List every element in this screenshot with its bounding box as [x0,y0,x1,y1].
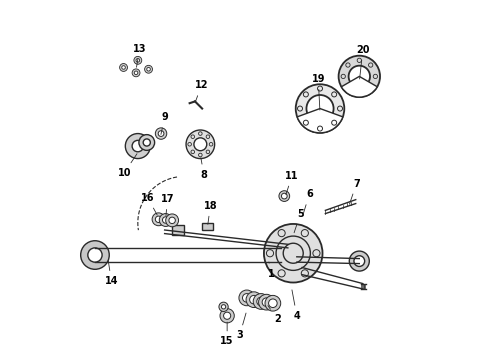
Circle shape [147,67,150,71]
Circle shape [136,59,140,62]
Circle shape [132,140,144,152]
Circle shape [348,66,370,87]
Circle shape [281,193,287,199]
Circle shape [246,292,262,307]
Circle shape [306,95,334,122]
Circle shape [81,241,109,269]
Circle shape [158,131,164,136]
Circle shape [249,296,258,304]
Circle shape [221,305,226,309]
Text: 4: 4 [292,290,300,321]
Wedge shape [342,76,377,97]
Text: 9: 9 [161,112,168,134]
Circle shape [194,138,207,151]
Circle shape [265,296,281,311]
Bar [202,223,213,230]
Text: 5: 5 [294,209,304,233]
Text: 12: 12 [195,80,208,102]
Text: 7: 7 [349,179,360,204]
Circle shape [220,309,234,323]
Text: 3: 3 [236,313,246,341]
Circle shape [122,66,125,69]
Circle shape [155,128,167,139]
Circle shape [163,217,169,223]
Circle shape [253,294,269,309]
Text: 1: 1 [269,262,275,279]
Circle shape [339,56,380,97]
Circle shape [354,256,365,266]
Wedge shape [297,109,343,133]
Circle shape [296,84,344,133]
Text: 11: 11 [285,171,299,194]
Text: 10: 10 [118,154,137,178]
Text: 20: 20 [356,45,369,79]
Circle shape [223,312,231,319]
Text: 13: 13 [133,44,147,67]
Text: 16: 16 [141,193,157,215]
Circle shape [155,216,162,222]
Circle shape [279,191,290,202]
Circle shape [262,298,270,306]
Circle shape [269,299,277,307]
Bar [172,225,184,235]
Circle shape [134,57,142,64]
Circle shape [143,139,150,146]
Circle shape [219,302,228,311]
Circle shape [257,297,266,306]
Circle shape [152,213,165,226]
Circle shape [132,69,140,77]
Text: 15: 15 [220,322,234,346]
Circle shape [166,214,178,227]
Circle shape [239,290,255,306]
Text: 19: 19 [312,74,325,110]
Circle shape [134,71,138,75]
Text: 18: 18 [203,201,217,224]
Circle shape [120,64,127,71]
Circle shape [125,134,150,158]
Circle shape [264,224,322,283]
Circle shape [145,65,152,73]
Circle shape [169,217,175,224]
Text: 17: 17 [161,194,174,216]
Text: 8: 8 [200,158,207,180]
Circle shape [259,294,274,310]
Circle shape [186,130,215,158]
Text: 14: 14 [105,261,118,286]
Text: 6: 6 [303,189,313,215]
Text: 2: 2 [268,306,281,324]
Circle shape [349,251,369,271]
Circle shape [243,294,251,302]
Circle shape [139,135,155,150]
Circle shape [159,213,172,226]
Circle shape [88,248,102,262]
